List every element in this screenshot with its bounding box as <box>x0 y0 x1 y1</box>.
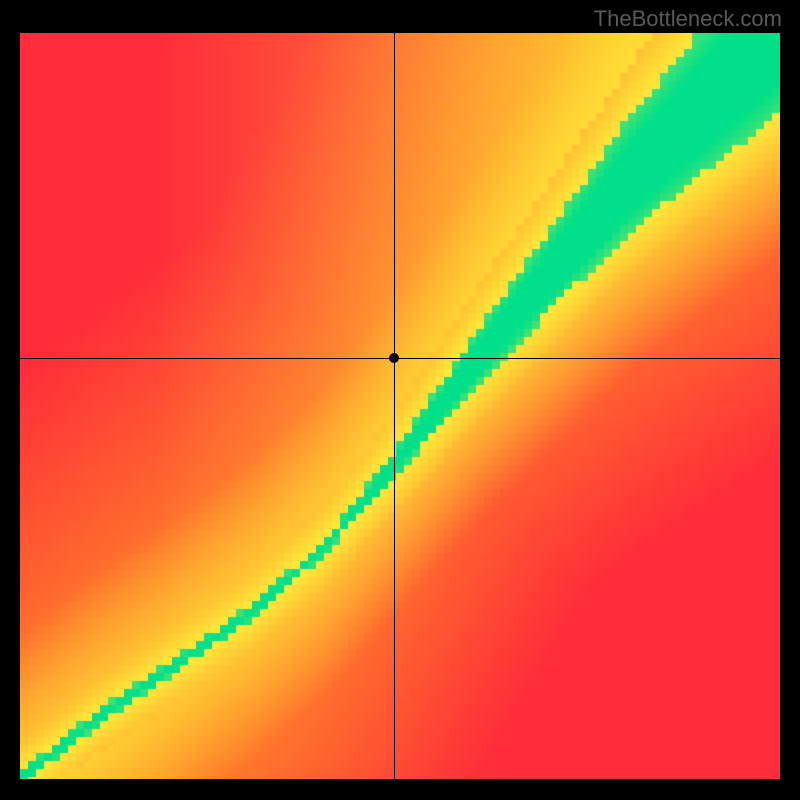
attribution-label: TheBottleneck.com <box>594 6 782 32</box>
marker-dot <box>389 353 399 363</box>
heatmap-canvas <box>20 33 780 779</box>
crosshair-vertical <box>394 33 395 779</box>
plot-frame <box>20 33 780 779</box>
crosshair-horizontal <box>20 358 780 359</box>
chart-container: TheBottleneck.com <box>0 0 800 800</box>
